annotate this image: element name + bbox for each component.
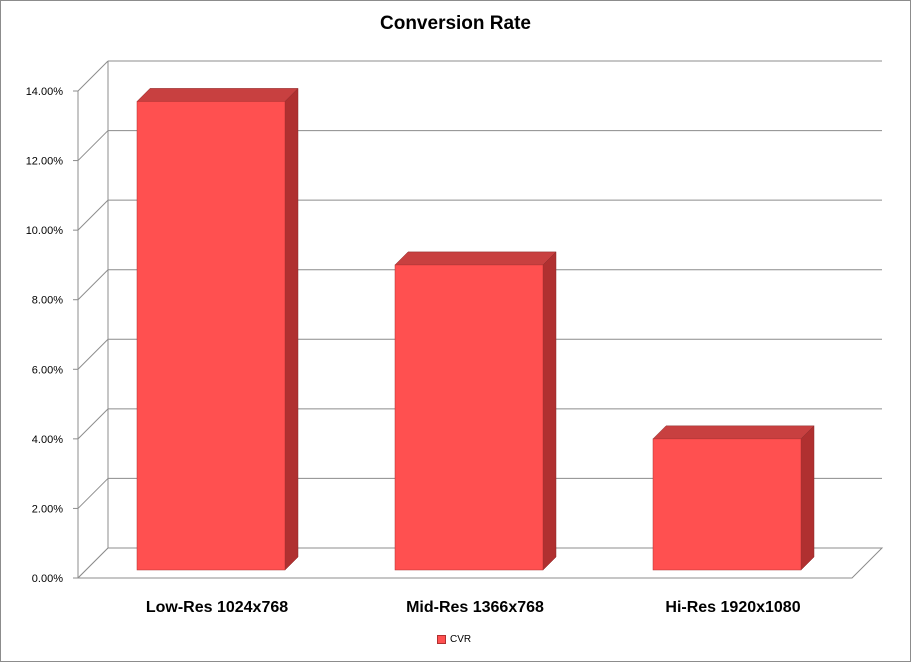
bar	[394, 264, 544, 571]
y-tick-label: 12.00%	[26, 156, 64, 168]
bar-top	[136, 88, 299, 102]
bar	[136, 101, 286, 571]
bar	[652, 438, 802, 571]
bar-side	[542, 251, 557, 571]
x-tick-label: Low-Res 1024x768	[146, 599, 288, 616]
y-tick-label: 14.00%	[26, 86, 64, 98]
side-wall-line	[77, 130, 109, 161]
y-tick-label: 4.00%	[32, 434, 63, 446]
legend-swatch-cvr	[437, 635, 446, 644]
y-tick-label: 2.00%	[32, 503, 63, 515]
x-tick-label: Hi-Res 1920x1080	[665, 599, 800, 616]
y-tick-label: 0.00%	[32, 573, 63, 585]
x-tick-label: Mid-Res 1366x768	[406, 599, 544, 616]
side-wall-line	[77, 60, 109, 92]
side-wall-line	[77, 478, 109, 509]
side-wall-line	[77, 338, 109, 370]
bar-top	[394, 251, 557, 266]
bar-side	[284, 87, 299, 571]
side-wall-line	[77, 269, 109, 301]
bar-top	[652, 425, 815, 440]
chart-title: Conversion Rate	[380, 13, 531, 34]
y-tick-label: 6.00%	[32, 364, 63, 376]
y-tick-label: 10.00%	[26, 225, 64, 237]
legend-label-cvr: CVR	[450, 634, 472, 645]
side-wall-line	[77, 408, 109, 440]
legend: CVR	[437, 634, 471, 645]
bar-side	[800, 425, 815, 571]
y-tick-label: 8.00%	[32, 295, 63, 307]
side-wall-line	[77, 199, 109, 231]
